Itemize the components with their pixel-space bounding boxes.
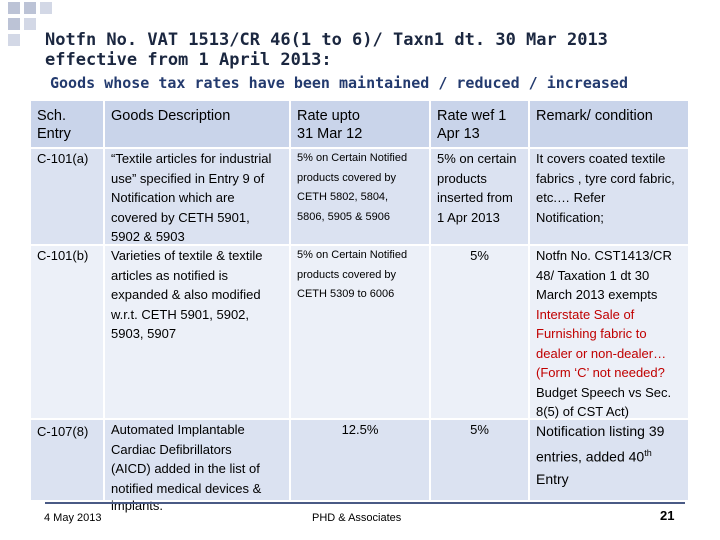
text-line: 1 Apr 2013: [437, 209, 500, 225]
row3-desc: Automated Implantable Cardiac Defibrilla…: [105, 420, 289, 513]
row3-rate-upto: 12.5%: [291, 420, 429, 500]
text-line: products covered by: [297, 268, 397, 281]
row1-desc: “Textile articles for industrial use” sp…: [105, 149, 289, 244]
text-line: notified medical devices &: [111, 480, 262, 496]
highlighted-text-line: dealer or non-dealer…: [536, 345, 667, 361]
text-line: entries, added 40th: [536, 442, 688, 468]
deco-square: [8, 2, 20, 14]
header-rate-wef: Rate wef 1 Apr 13: [431, 101, 528, 147]
highlighted-text-line: Furnishing fabric to: [536, 326, 647, 341]
text-line: etc.… Refer: [536, 190, 606, 205]
row2-remark: Notfn No. CST1413/CR 48/ Taxation 1 dt 3…: [530, 246, 688, 419]
header-rate-upto: Rate upto 31 Mar 12: [291, 101, 429, 147]
text-line: Budget Speech vs Sec.: [536, 384, 672, 400]
header-sch-entry: Sch. Entry: [31, 101, 103, 147]
row2-rate-upto: 5% on Certain Notified products covered …: [291, 246, 429, 418]
row1-remark: It covers coated textile fabrics , tyre …: [530, 149, 688, 244]
footer-date: 4 May 2013: [44, 512, 102, 524]
text-line: Notification which are: [111, 190, 235, 205]
row3-sch: C-107(8): [31, 420, 103, 500]
text-line: Notfn No. CST1413/CR: [536, 248, 672, 263]
text-line: Varieties of textile & textile: [111, 248, 263, 263]
text-line: March 2013 exempts: [536, 287, 658, 302]
text-line: 48/ Taxation 1 dt 30: [536, 267, 650, 283]
text-line: Entry: [536, 470, 569, 487]
row3-remark: Notification listing 39 entries, added 4…: [530, 420, 688, 500]
slide-subtitle: Goods whose tax rates have been maintain…: [50, 74, 628, 92]
text-line: 5% on certain: [437, 151, 517, 166]
text-line: CETH 5309 to 6006: [297, 288, 395, 300]
text-line: 5902 & 5903: [111, 229, 185, 244]
row2-desc: Varieties of textile & textile articles …: [105, 246, 289, 418]
footer-divider: [45, 502, 685, 504]
text-line: Notification listing 39: [536, 423, 665, 439]
row2-rate-wef: 5%: [431, 246, 528, 418]
slide-title: Notfn No. VAT 1513/CR 46(1 to 6)/ Taxn1 …: [45, 30, 608, 70]
text-line: 5% on Certain Notified: [297, 249, 408, 261]
row1-rate-upto: 5% on Certain Notified products covered …: [291, 149, 429, 244]
text-line: products covered by: [297, 171, 397, 184]
text-line: CETH 5802, 5804,: [297, 191, 389, 203]
deco-square: [40, 2, 52, 14]
header-line: Entry: [37, 126, 71, 142]
header-remark: Remark/ condition: [530, 101, 688, 147]
row3-rate-wef: 5%: [431, 420, 528, 500]
row1-sch: C-101(a): [31, 149, 103, 244]
header-line: Goods Description: [111, 108, 231, 124]
text-line: use” specified in Entry 9 of: [111, 170, 265, 186]
header-line: 31 Mar 12: [297, 126, 363, 142]
deco-square: [24, 2, 36, 14]
text-line: 8(5) of CST Act): [536, 404, 629, 419]
title-line-2: effective from 1 April 2013:: [45, 50, 332, 70]
text-line: articles as notified is: [111, 267, 229, 283]
row1-rate-wef: 5% on certain products inserted from 1 A…: [431, 149, 528, 244]
text-line: 5903, 5907: [111, 326, 177, 341]
highlighted-text-line: Interstate Sale of: [536, 306, 635, 322]
text-line: expanded & also modified: [111, 287, 261, 302]
footer-organization: PHD & Associates: [312, 512, 402, 524]
text-line: Automated Implantable: [111, 422, 245, 437]
row2-sch: C-101(b): [31, 246, 103, 418]
header-line: Rate wef 1: [437, 108, 507, 124]
deco-square: [8, 34, 20, 46]
header-line: Rate upto: [297, 108, 360, 124]
page-number: 21: [660, 508, 675, 523]
text-line: It covers coated textile: [536, 151, 666, 166]
highlighted-text-line: (Form ‘C’ not needed?: [536, 365, 665, 380]
header-line: Remark/ condition: [536, 108, 653, 124]
text-line: 5806, 5905 & 5906: [297, 210, 390, 223]
text-line: w.r.t. CETH 5901, 5902,: [111, 306, 250, 322]
text-line: fabrics , tyre cord fabric,: [536, 170, 675, 186]
header-goods-description: Goods Description: [105, 101, 289, 147]
superscript: th: [644, 448, 652, 458]
text-line: products: [437, 170, 487, 186]
header-line: Sch.: [37, 108, 67, 124]
text-line: implants.: [111, 498, 164, 513]
text-line: 5% on Certain Notified: [297, 152, 408, 164]
text-line: “Textile articles for industrial: [111, 151, 272, 166]
deco-square: [24, 18, 36, 30]
deco-square: [8, 18, 20, 30]
text-line: (AICD) added in the list of: [111, 461, 260, 476]
title-line-1: Notfn No. VAT 1513/CR 46(1 to 6)/ Taxn1 …: [45, 30, 608, 50]
text-line: Cardiac Defibrillators: [111, 441, 232, 457]
text-fragment: entries, added 40: [536, 448, 645, 465]
header-line: Apr 13: [437, 126, 480, 142]
text-line: inserted from: [437, 190, 513, 205]
text-line: covered by CETH 5901,: [111, 209, 250, 225]
text-line: Notification;: [536, 209, 604, 225]
